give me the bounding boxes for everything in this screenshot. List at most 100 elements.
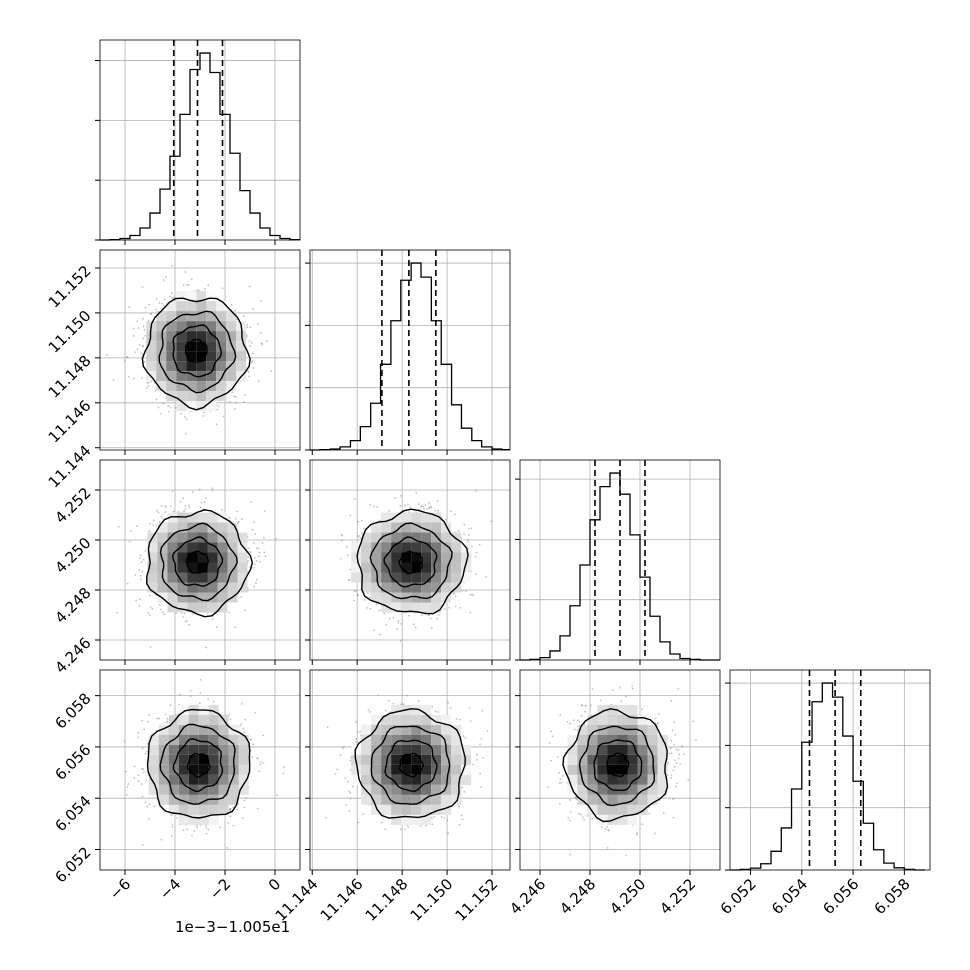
scatter-point [117,525,120,528]
density-cell [208,794,219,805]
density-cell [216,301,227,312]
density-cell [217,602,228,613]
scatter-point [479,772,481,775]
density-cell [371,572,382,583]
scatter-point [221,508,223,511]
density-cell [157,582,168,593]
scatter-point [478,543,481,546]
density-cell [637,794,648,805]
density-cell [411,542,422,553]
density-cell [146,351,157,362]
scatter-point [463,533,466,536]
density-cell [381,774,392,785]
contours [356,508,469,615]
scatter-point [142,768,144,771]
density-cell [227,572,238,583]
scatter-point [227,822,230,824]
density-cell [451,794,462,805]
density-cell [617,754,628,765]
scatter-point [479,743,481,746]
scatter-point [349,514,352,517]
scatter-point [476,753,478,756]
scatter-point [243,731,246,734]
scatter-point [604,827,607,830]
scatter-point [241,816,244,819]
density-cell [597,764,608,775]
scatter-point [247,370,249,372]
scatter-point [575,798,578,801]
density-cell [381,794,392,805]
density-cell [431,784,442,795]
scatter-point [251,307,254,310]
density-cell [657,764,668,775]
scatter-point [275,537,277,540]
scatter-point [228,713,231,716]
contour-line [145,509,254,618]
scatter-point [624,695,627,698]
density-cell [187,512,198,523]
density-cell [607,774,618,785]
scatter-point [550,730,553,733]
density-cell [196,321,207,332]
density-cell [411,582,422,593]
density-cell [196,291,207,302]
density-cell [421,542,432,553]
density-cell [167,522,178,533]
histogram-step-line [310,262,510,451]
scatter-point [402,703,405,706]
scatter-point [257,323,260,326]
scatter-point [142,337,145,340]
scatter-point [455,718,458,720]
density-cell [421,764,432,775]
scatter-point [417,503,420,506]
y-tick-label: 11.150 [45,307,95,357]
density-cell [431,522,442,533]
scatter-point [160,515,163,518]
scatter-point [128,540,131,543]
scatter-point [234,517,237,520]
density-cell [361,582,372,593]
scatter-point [468,707,471,709]
scatter-point [400,622,403,625]
density-cell [157,522,168,533]
scatter-point [222,415,225,418]
scatter-point [249,345,251,348]
density-cell [206,371,217,382]
contours [141,297,251,411]
scatter-point [137,774,140,777]
density-cell [218,754,229,765]
scatter-point [184,508,187,511]
density-cell [226,361,237,372]
scatter-point [389,617,391,620]
scatter-point [246,326,249,329]
scatter-point [138,569,141,571]
contour-line [184,338,208,364]
scatter-point [412,623,415,626]
panel-frame [99,459,301,661]
density-cell [218,794,229,805]
scatter-point [242,315,245,318]
density-cell [637,804,648,815]
scatter-point [169,505,172,508]
scatter-point [425,824,428,827]
density-cell [198,794,209,805]
density-cell [206,351,217,362]
density-cell [208,804,219,815]
density-cell [637,744,648,755]
density-cell [208,754,219,765]
density-cell [431,582,442,593]
density-cell [216,341,227,352]
density-cell [617,764,628,775]
density-cell [587,714,598,725]
density-cell [218,774,229,785]
scatter-point [559,714,562,717]
density-cell [217,582,228,593]
density-cell [226,351,237,362]
density-cell [411,562,422,573]
scatter-point [670,739,673,742]
scatter-point [257,380,260,383]
scatter-point [276,794,279,796]
density-cell [148,744,159,755]
density-cell [237,582,248,593]
density-cell [236,361,247,372]
